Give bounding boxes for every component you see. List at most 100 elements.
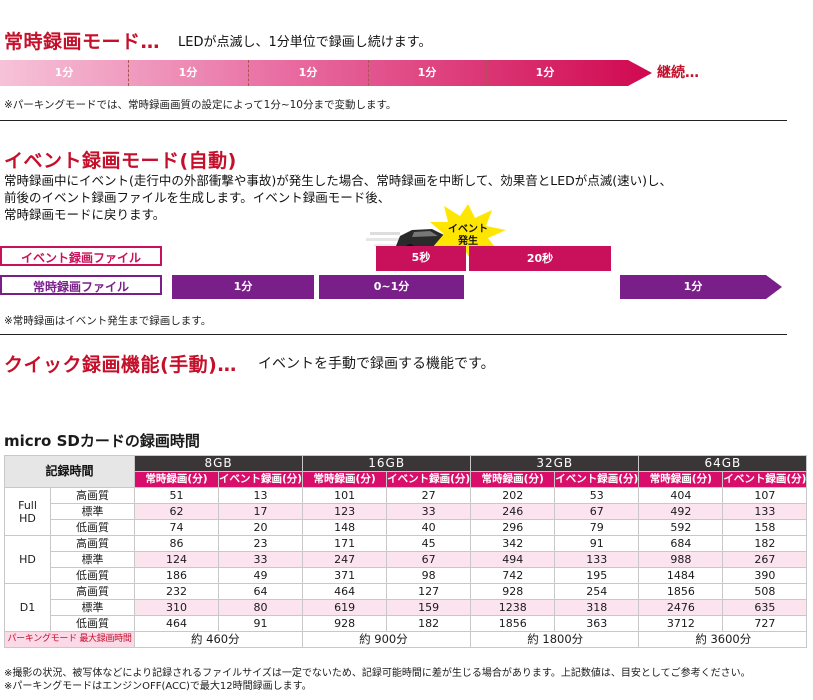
table-cell: 67 — [386, 551, 472, 568]
quick-mode-title: クイック録画機能(手動)… — [4, 354, 237, 376]
table-cell: 310 — [134, 599, 219, 616]
resolution-group: D1 — [4, 583, 51, 632]
divider — [0, 334, 787, 335]
event-mode-title: イベント録画モード(自動) — [4, 150, 237, 172]
parking-value: 約 3600分 — [638, 631, 808, 648]
table-cell: 342 — [470, 535, 556, 552]
table-cell: 20 — [217, 519, 304, 536]
event-mode-note: ※常時録画はイベント発生まで録画します。 — [4, 315, 212, 327]
table-cell: 1238 — [470, 599, 556, 616]
sub-header-event: イベント録画(分) — [217, 471, 304, 488]
resolution-group: Full HD — [4, 487, 51, 536]
sub-header-normal: 常時録画(分) — [134, 471, 219, 488]
capacity-header: 8GB — [133, 455, 304, 472]
sub-header-normal: 常時録画(分) — [470, 471, 556, 488]
table-row: 標準 310 80 619 159 1238 318 2476 635 — [5, 599, 808, 616]
table-cell: 247 — [302, 551, 388, 568]
table-cell: 49 — [217, 567, 304, 584]
normal-timeline-arrow — [0, 60, 652, 86]
quality-label: 標準 — [50, 551, 135, 568]
capacity-header: 16GB — [302, 455, 472, 472]
table-cell: 186 — [134, 567, 219, 584]
resolution-name: D1 — [19, 601, 36, 614]
table-cell: 684 — [638, 535, 724, 552]
normal-segment: 1分 — [535, 66, 555, 79]
table-cell: 2476 — [638, 599, 724, 616]
table-cell: 390 — [722, 567, 808, 584]
divider — [0, 120, 787, 121]
table-cell: 133 — [554, 551, 640, 568]
table-cell: 742 — [470, 567, 556, 584]
table-cell: 202 — [470, 487, 556, 504]
segment-divider — [248, 60, 249, 86]
table-cell: 619 — [302, 599, 388, 616]
table-row: D1 高画質 232 64 464 127 928 254 1856 508 — [4, 583, 808, 632]
table-cell: 195 — [554, 567, 640, 584]
table-cell: 91 — [217, 615, 304, 632]
segment-divider — [128, 60, 129, 86]
table-cell: 371 — [302, 567, 388, 584]
normal-mode-desc: LEDが点滅し、1分単位で録画し続けます。 — [178, 35, 432, 50]
normal-mode-title: 常時録画モード… — [4, 31, 161, 53]
table-cell: 296 — [470, 519, 556, 536]
quick-mode-desc: イベントを手動で録画する機能です。 — [258, 356, 495, 372]
event-badge-line1: イベント — [448, 224, 488, 235]
table-cell: 27 — [386, 487, 472, 504]
resolution-name: Full — [18, 498, 37, 512]
sub-header-normal: 常時録画(分) — [302, 471, 388, 488]
event-badge-line2: 発生 — [458, 236, 478, 247]
table-cell: 64 — [217, 583, 304, 600]
event-mode-desc-1: 常時録画中にイベント(走行中の外部衝撃や事故)が発生した場合、常時録画を中断して… — [4, 173, 672, 188]
table-row: 標準 124 33 247 67 494 133 988 267 — [5, 551, 808, 568]
normal-bar-label: 1分 — [233, 280, 253, 293]
table-title: micro SDカードの録画時間 — [4, 432, 200, 450]
continue-label: 継続… — [657, 65, 699, 81]
table-cell: 404 — [638, 487, 724, 504]
table-cell: 928 — [470, 583, 556, 600]
normal-bar-2: 0~1分 — [319, 275, 464, 299]
table-cell: 67 — [554, 503, 640, 520]
table-cell: 508 — [722, 583, 808, 600]
normal-mode-note: ※パーキングモードでは、常時録画画質の設定によって1分~10分まで変動します。 — [4, 99, 397, 111]
table-row: 標準 62 17 123 33 246 67 492 133 — [5, 503, 808, 520]
table-cell: 494 — [470, 551, 556, 568]
table-cell: 159 — [386, 599, 472, 616]
table-cell: 79 — [554, 519, 640, 536]
sub-header-normal: 常時録画(分) — [638, 471, 724, 488]
table-row: HD 高画質 86 23 171 45 342 91 684 182 — [4, 535, 808, 584]
normal-bar-label: 0~1分 — [373, 280, 410, 293]
table-cell: 232 — [134, 583, 219, 600]
table-footnote: ※パーキングモードはエンジンOFF(ACC)で最大12時間録画します。 — [4, 681, 312, 692]
table-cell: 182 — [386, 615, 472, 632]
table-cell: 727 — [722, 615, 808, 632]
table-cell: 17 — [217, 503, 304, 520]
table-row: 低画質 464 91 928 182 1856 363 3712 727 — [5, 615, 808, 632]
segment-divider — [486, 60, 487, 86]
table-row: Full HD 高画質 51 13 101 27 202 53 404 107 — [4, 487, 808, 536]
table-corner-label: 記録時間 — [4, 455, 135, 488]
table-cell: 51 — [134, 487, 219, 504]
event-bar-label: 20秒 — [526, 252, 554, 265]
event-bar-before: 5秒 — [376, 246, 466, 271]
sub-header-event: イベント録画(分) — [554, 471, 640, 488]
table-cell: 148 — [302, 519, 388, 536]
table-cell: 80 — [217, 599, 304, 616]
table-cell: 33 — [217, 551, 304, 568]
event-bar-after: 20秒 — [469, 246, 611, 271]
event-file-label: イベント録画ファイル — [0, 246, 162, 266]
quality-label: 高画質 — [50, 535, 135, 552]
table-cell: 635 — [722, 599, 808, 616]
table-cell: 928 — [302, 615, 388, 632]
table-cell: 123 — [302, 503, 388, 520]
table-cell: 988 — [638, 551, 724, 568]
table-cell: 592 — [638, 519, 724, 536]
capacity-header: 32GB — [470, 455, 640, 472]
table-cell: 133 — [722, 503, 808, 520]
table-cell: 246 — [470, 503, 556, 520]
table-cell: 53 — [554, 487, 640, 504]
table-cell: 33 — [386, 503, 472, 520]
quality-label: 高画質 — [50, 487, 135, 504]
table-cell: 1856 — [470, 615, 556, 632]
quality-label: 低画質 — [50, 519, 135, 536]
table-row: 低画質 74 20 148 40 296 79 592 158 — [5, 519, 808, 536]
